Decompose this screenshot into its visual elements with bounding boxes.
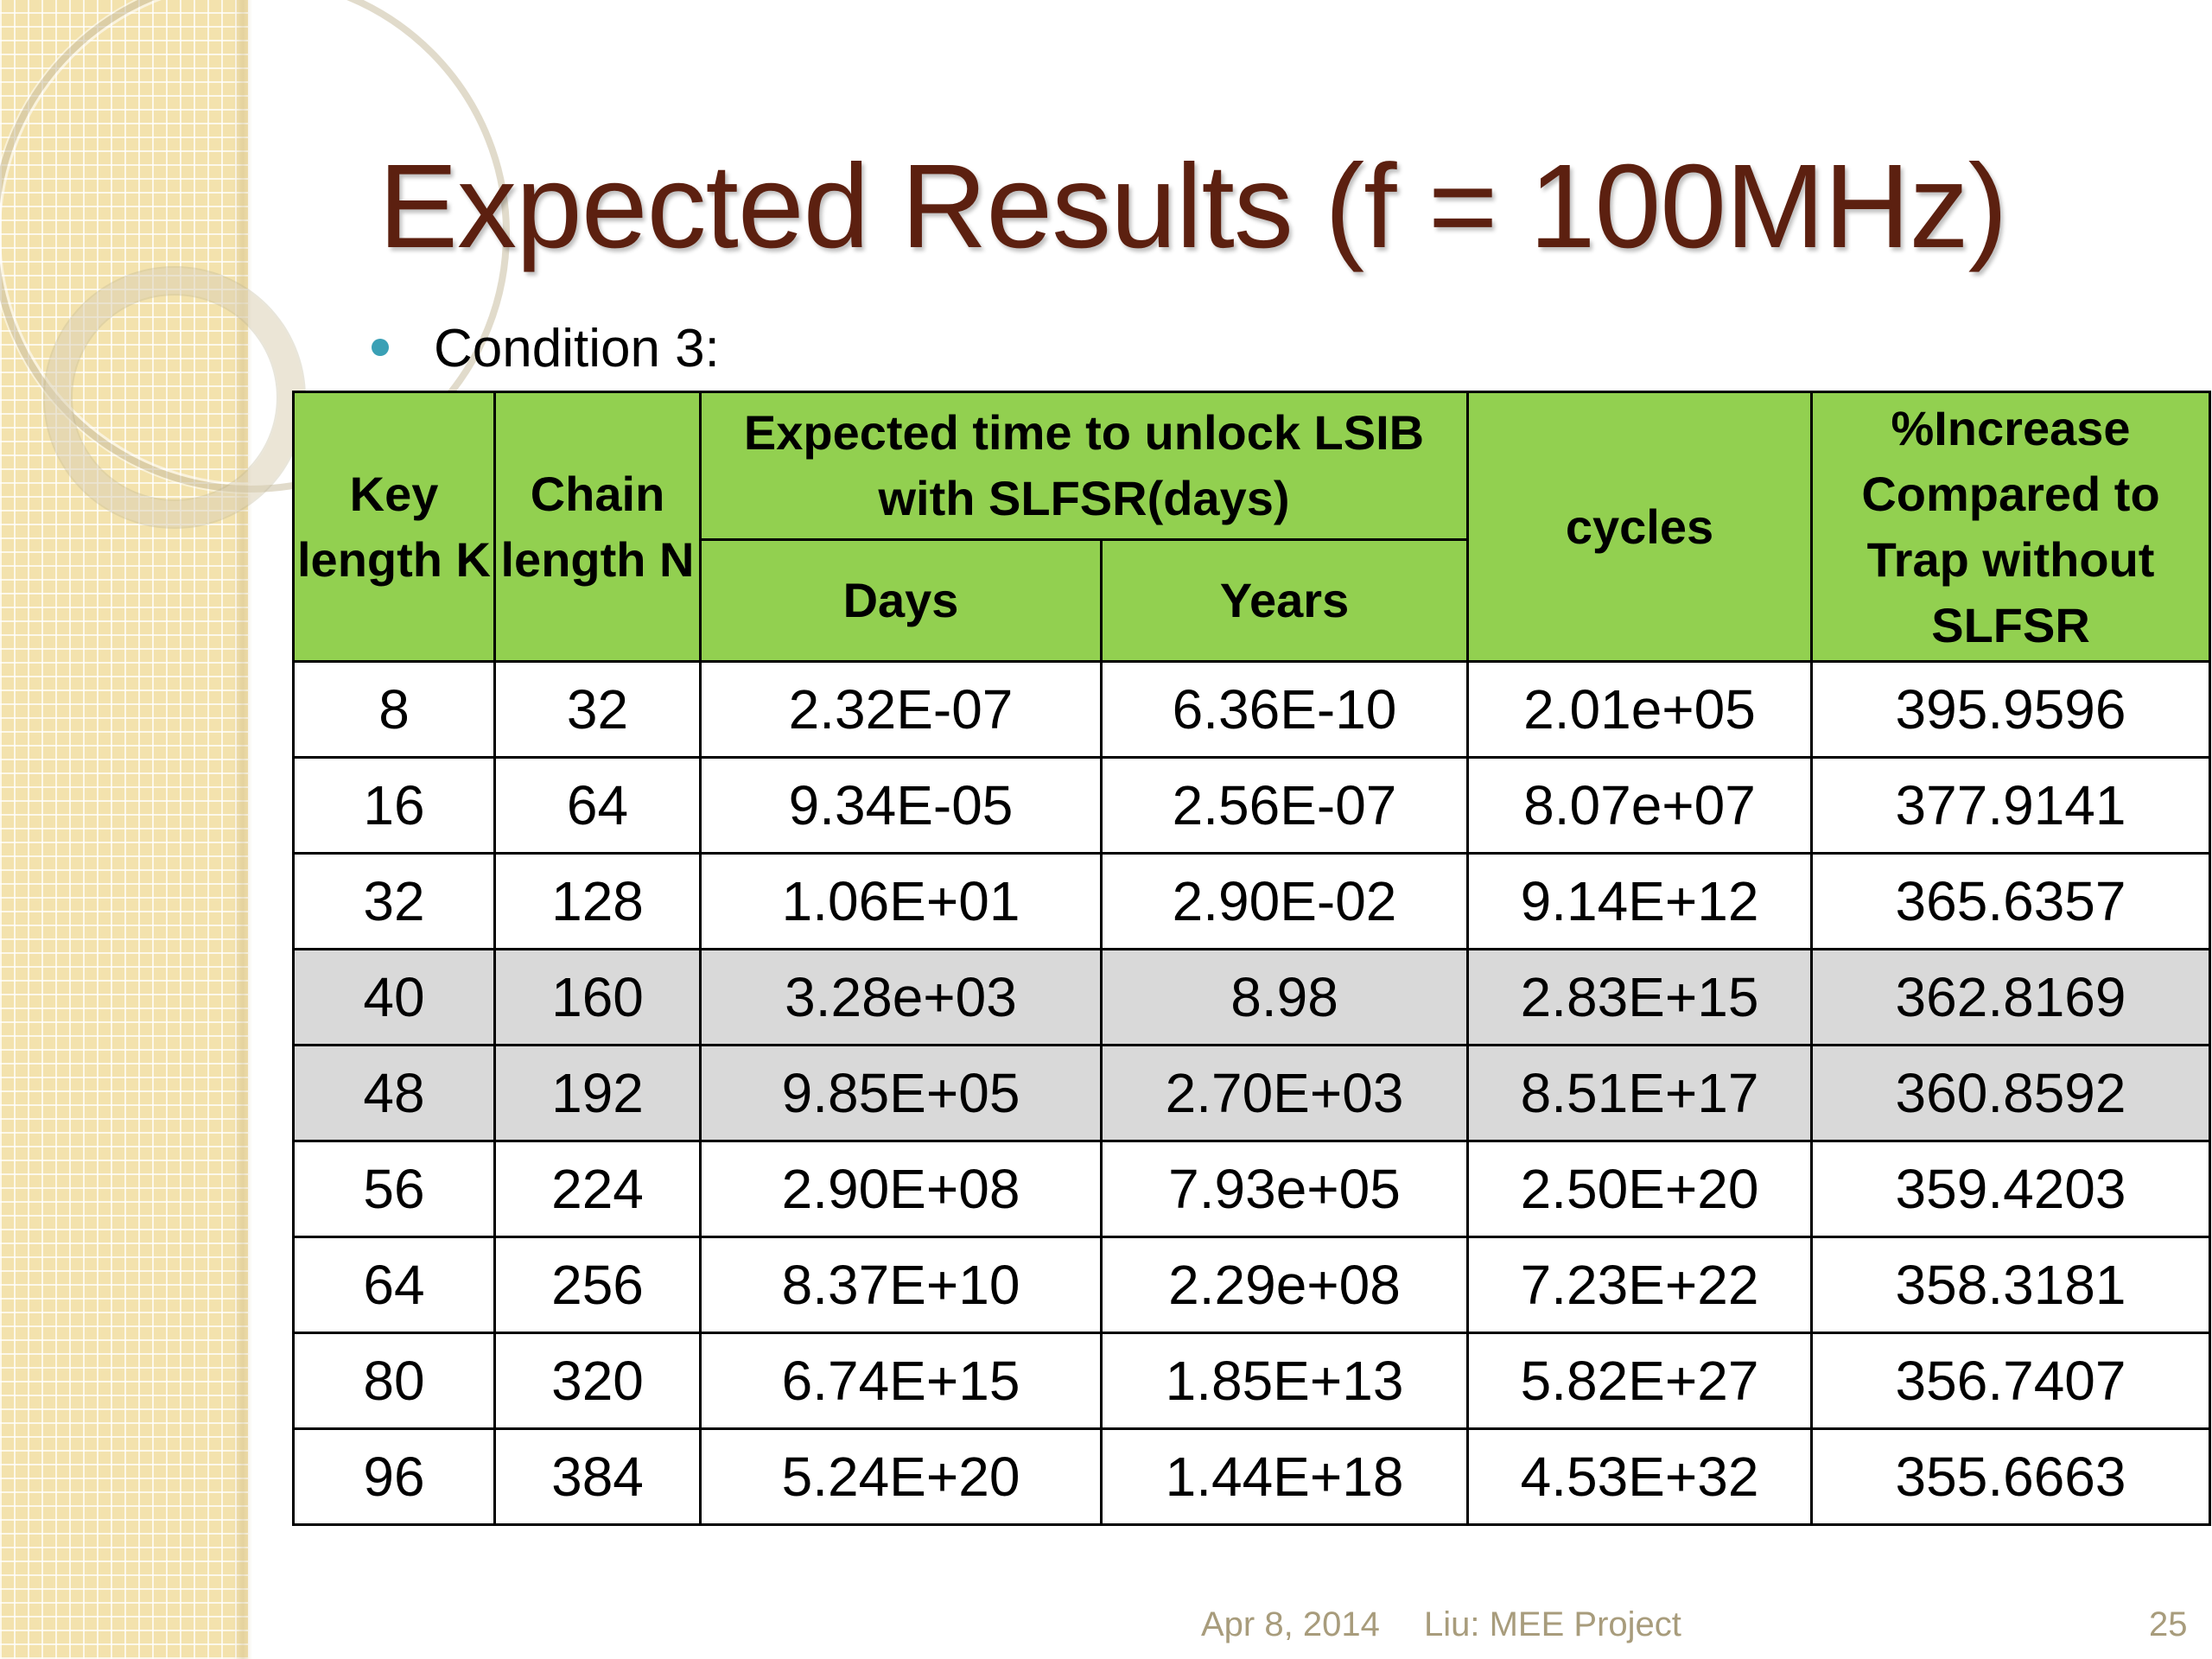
- table-row: 16 64 9.34E-05 2.56E-07 8.07e+07 377.9141: [292, 756, 2211, 855]
- cell-chain-length: 256: [493, 1236, 702, 1334]
- cell-chain-length: 192: [493, 1044, 702, 1142]
- cell-days: 1.06E+01: [699, 852, 1103, 950]
- cell-increase: 360.8592: [1810, 1044, 2211, 1142]
- cell-days: 2.32E-07: [699, 660, 1103, 759]
- cell-cycles: 5.82E+27: [1466, 1332, 1813, 1430]
- cell-key-length: 8: [292, 660, 496, 759]
- cell-increase: 358.3181: [1810, 1236, 2211, 1334]
- cell-increase: 395.9596: [1810, 660, 2211, 759]
- cell-key-length: 40: [292, 948, 496, 1046]
- cell-increase: 356.7407: [1810, 1332, 2211, 1430]
- cell-key-length: 64: [292, 1236, 496, 1334]
- cell-chain-length: 128: [493, 852, 702, 950]
- header-key-length: Key length K: [292, 391, 496, 663]
- header-increase: %Increase Compared to Trap without SLFSR: [1810, 391, 2211, 663]
- header-years: Years: [1100, 538, 1469, 663]
- cell-increase: 355.6663: [1810, 1427, 2211, 1526]
- table-row: 96 384 5.24E+20 1.44E+18 4.53E+32 355.6663: [292, 1427, 2211, 1526]
- footer-date: Apr 8, 2014: [1201, 1605, 1380, 1643]
- table-body: 8 32 2.32E-07 6.36E-10 2.01e+05 395.9596 16 64 9…: [292, 660, 2211, 1526]
- decorative-ring-small: [45, 268, 304, 527]
- cell-years: 1.85E+13: [1100, 1332, 1469, 1430]
- cell-days: 2.90E+08: [699, 1140, 1103, 1238]
- table-row: 64 256 8.37E+10 2.29e+08 7.23E+22 358.3181: [292, 1236, 2211, 1334]
- cell-key-length: 32: [292, 852, 496, 950]
- cell-increase: 365.6357: [1810, 852, 2211, 950]
- cell-key-length: 80: [292, 1332, 496, 1430]
- cell-cycles: 2.50E+20: [1466, 1140, 1813, 1238]
- header-days: Days: [699, 538, 1103, 663]
- cell-years: 7.93e+05: [1100, 1140, 1469, 1238]
- footer-page-number: 25: [2149, 1605, 2188, 1643]
- cell-cycles: 7.23E+22: [1466, 1236, 1813, 1334]
- cell-chain-length: 384: [493, 1427, 702, 1526]
- cell-cycles: 9.14E+12: [1466, 852, 1813, 950]
- cell-key-length: 56: [292, 1140, 496, 1238]
- header-expected-time: Expected time to unlock LSIB with SLFSR(…: [699, 391, 1469, 541]
- cell-chain-length: 32: [493, 660, 702, 759]
- cell-cycles: 2.01e+05: [1466, 660, 1813, 759]
- cell-years: 1.44E+18: [1100, 1427, 1469, 1526]
- table-row: 48 192 9.85E+05 2.70E+03 8.51E+17 360.8592: [292, 1044, 2211, 1142]
- cell-cycles: 2.83E+15: [1466, 948, 1813, 1046]
- cell-increase: 362.8169: [1810, 948, 2211, 1046]
- table-row: 8 32 2.32E-07 6.36E-10 2.01e+05 395.9596: [292, 660, 2211, 759]
- slide-title: Expected Results (f = 100MHz): [378, 140, 2008, 273]
- cell-years: 6.36E-10: [1100, 660, 1469, 759]
- cell-key-length: 96: [292, 1427, 496, 1526]
- bullet-item: Condition 3:: [372, 318, 720, 379]
- cell-chain-length: 64: [493, 756, 702, 855]
- cell-key-length: 16: [292, 756, 496, 855]
- cell-increase: 359.4203: [1810, 1140, 2211, 1238]
- cell-years: 2.56E-07: [1100, 756, 1469, 855]
- table-header: Key length K Chain length N Expected tim…: [292, 391, 2211, 663]
- cell-cycles: 8.07e+07: [1466, 756, 1813, 855]
- table-row: 80 320 6.74E+15 1.85E+13 5.82E+27 356.7407: [292, 1332, 2211, 1430]
- cell-years: 2.29e+08: [1100, 1236, 1469, 1334]
- footer-author: Liu: MEE Project: [1424, 1605, 1681, 1643]
- table-row: 32 128 1.06E+01 2.90E-02 9.14E+12 365.6357: [292, 852, 2211, 950]
- table-row: 56 224 2.90E+08 7.93e+05 2.50E+20 359.4203: [292, 1140, 2211, 1238]
- cell-years: 8.98: [1100, 948, 1469, 1046]
- cell-chain-length: 320: [493, 1332, 702, 1430]
- cell-years: 2.90E-02: [1100, 852, 1469, 950]
- cell-days: 6.74E+15: [699, 1332, 1103, 1430]
- cell-days: 8.37E+10: [699, 1236, 1103, 1334]
- cell-days: 5.24E+20: [699, 1427, 1103, 1526]
- table-row: 40 160 3.28e+03 8.98 2.83E+15 362.8169: [292, 948, 2211, 1046]
- bullet-dot-icon: [372, 338, 389, 356]
- header-cycles: cycles: [1466, 391, 1813, 663]
- cell-years: 2.70E+03: [1100, 1044, 1469, 1142]
- cell-cycles: 8.51E+17: [1466, 1044, 1813, 1142]
- cell-key-length: 48: [292, 1044, 496, 1142]
- cell-cycles: 4.53E+32: [1466, 1427, 1813, 1526]
- cell-chain-length: 224: [493, 1140, 702, 1238]
- results-table: Key length K Chain length N Expected tim…: [292, 391, 2211, 1526]
- cell-chain-length: 160: [493, 948, 702, 1046]
- cell-days: 9.85E+05: [699, 1044, 1103, 1142]
- header-chain-length: Chain length N: [493, 391, 702, 663]
- bullet-text: Condition 3:: [434, 319, 720, 378]
- cell-days: 3.28e+03: [699, 948, 1103, 1046]
- cell-increase: 377.9141: [1810, 756, 2211, 855]
- cell-days: 9.34E-05: [699, 756, 1103, 855]
